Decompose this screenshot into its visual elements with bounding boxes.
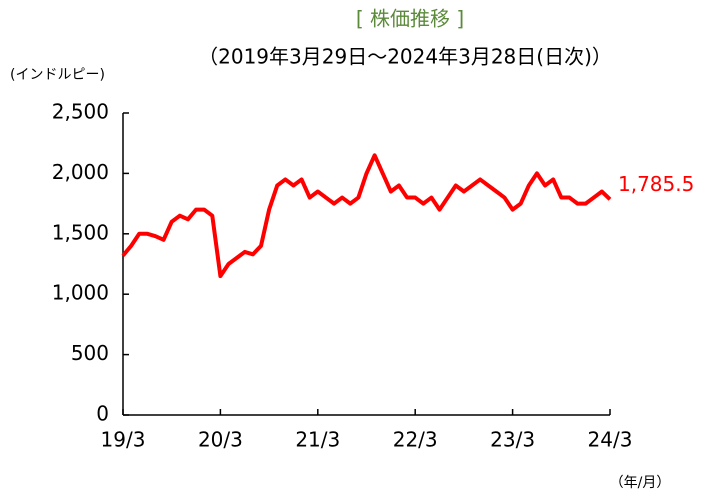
x-tick-label: 24/3 (588, 428, 633, 452)
y-tick-label: 0 (96, 402, 109, 426)
x-tick-label: 21/3 (295, 428, 340, 452)
x-axis-label: （年/月） (610, 475, 671, 491)
y-axis-label: (インドルピー) (10, 67, 105, 83)
y-tick-label: 1,500 (52, 220, 109, 244)
value-label: 1,785.5 (618, 172, 694, 196)
x-tick-label: 23/3 (490, 428, 535, 452)
x-tick-label: 19/3 (101, 428, 146, 452)
chart-subtitle: （2019年3月29日～2024年3月28日(日次)） (198, 45, 612, 69)
y-tick-label: 2,500 (52, 100, 109, 124)
y-tick-label: 1,000 (52, 281, 109, 305)
chart-title: [ 株価推移 ] (356, 7, 464, 31)
x-tick-label: 22/3 (393, 428, 438, 452)
price-line (121, 153, 612, 279)
x-tick-label: 20/3 (198, 428, 243, 452)
y-tick-label: 2,000 (52, 160, 109, 184)
y-tick-label: 500 (71, 341, 109, 365)
